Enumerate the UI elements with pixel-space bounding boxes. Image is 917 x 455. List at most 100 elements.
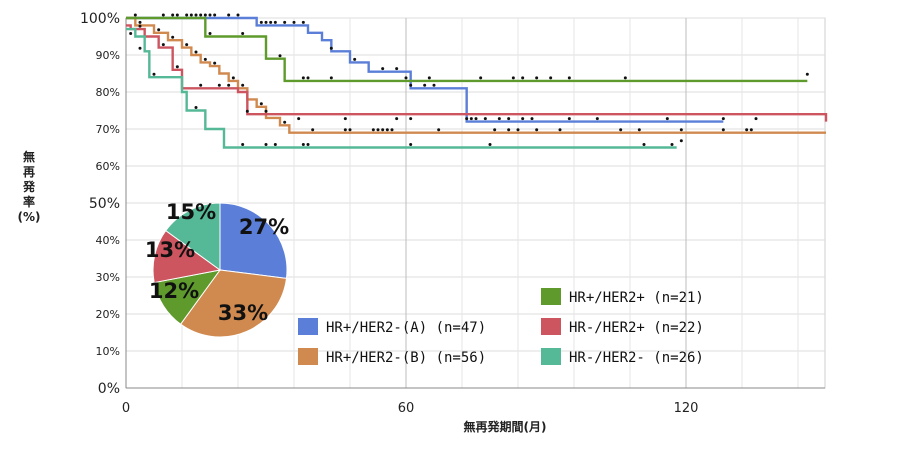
censor-mark bbox=[409, 83, 413, 87]
censor-mark bbox=[465, 117, 469, 121]
censor-mark bbox=[152, 72, 156, 76]
censor-mark bbox=[381, 128, 385, 132]
censor-mark bbox=[213, 61, 217, 65]
censor-mark bbox=[241, 32, 245, 35]
survival-curve bbox=[126, 27, 677, 149]
censor-mark bbox=[306, 76, 310, 80]
censor-mark bbox=[138, 46, 142, 50]
censor-mark bbox=[283, 20, 287, 24]
censor-mark bbox=[754, 117, 758, 121]
censor-mark bbox=[194, 50, 198, 54]
censor-mark bbox=[721, 117, 725, 121]
censor-mark bbox=[348, 128, 352, 132]
censor-mark bbox=[199, 83, 203, 87]
censor-mark bbox=[217, 83, 221, 87]
censor-mark bbox=[395, 117, 399, 121]
y-tick-label: 40% bbox=[96, 234, 120, 247]
censor-mark bbox=[381, 67, 385, 71]
censor-mark bbox=[264, 143, 268, 146]
censor-mark bbox=[259, 20, 263, 24]
y-tick-label: 90% bbox=[96, 49, 120, 62]
y-tick-label: 10% bbox=[96, 345, 120, 358]
censor-mark bbox=[385, 128, 389, 132]
censor-mark bbox=[189, 13, 193, 17]
censor-mark bbox=[395, 67, 399, 71]
censor-mark bbox=[530, 117, 534, 121]
censor-mark bbox=[521, 117, 525, 121]
censor-mark bbox=[171, 35, 175, 39]
censor-mark bbox=[161, 13, 165, 17]
survival-curve bbox=[126, 24, 828, 122]
censor-mark bbox=[507, 117, 511, 121]
censor-mark bbox=[595, 117, 599, 121]
x-tick-label: 120 bbox=[674, 401, 699, 416]
censor-mark bbox=[409, 117, 413, 121]
y-axis-label-char: 率 bbox=[22, 195, 35, 209]
censor-mark bbox=[409, 143, 413, 146]
censor-mark bbox=[194, 13, 198, 17]
censor-mark bbox=[558, 128, 562, 132]
censor-mark bbox=[549, 76, 553, 80]
censor-mark bbox=[283, 120, 287, 124]
pie-slice bbox=[219, 202, 288, 279]
pie-slice-label: 27% bbox=[239, 215, 289, 239]
censor-mark bbox=[521, 76, 525, 80]
x-tick-label: 0 bbox=[122, 401, 130, 416]
censor-mark bbox=[511, 76, 515, 80]
y-tick-label: 50% bbox=[89, 196, 120, 212]
censor-mark bbox=[507, 128, 511, 132]
censor-mark bbox=[437, 128, 441, 132]
censor-mark bbox=[679, 128, 683, 132]
censor-mark bbox=[343, 117, 347, 121]
legend-swatch bbox=[298, 348, 318, 365]
censor-mark bbox=[483, 117, 487, 121]
censor-mark bbox=[311, 128, 315, 132]
censor-mark bbox=[199, 13, 203, 17]
survival-curve bbox=[126, 16, 826, 134]
censor-mark bbox=[805, 72, 809, 76]
censor-mark bbox=[371, 128, 375, 132]
censor-mark bbox=[273, 20, 277, 24]
censor-mark bbox=[138, 24, 142, 28]
y-axis-label-char: (%) bbox=[17, 210, 41, 224]
y-axis-label-char: 発 bbox=[22, 180, 35, 194]
legend-label: HR-/HER2- (n=26) bbox=[569, 350, 704, 366]
censor-mark bbox=[535, 76, 539, 80]
censor-mark bbox=[679, 139, 683, 143]
censor-mark bbox=[474, 117, 478, 121]
censor-mark bbox=[567, 76, 571, 80]
censor-mark bbox=[301, 76, 305, 80]
y-tick-label: 60% bbox=[96, 160, 120, 173]
censor-mark bbox=[343, 128, 347, 132]
censor-mark bbox=[497, 117, 501, 121]
censor-mark bbox=[203, 57, 207, 61]
legend-swatch bbox=[541, 318, 561, 335]
censor-mark bbox=[301, 20, 305, 24]
censor-mark bbox=[161, 43, 165, 47]
survival-curve bbox=[126, 16, 808, 83]
pie-slice-label: 12% bbox=[149, 279, 199, 303]
censor-mark bbox=[185, 43, 189, 47]
survival-curve bbox=[126, 16, 724, 123]
legend-swatch bbox=[541, 288, 561, 305]
censor-mark bbox=[171, 13, 175, 17]
censor-mark bbox=[203, 13, 207, 17]
y-tick-label: 20% bbox=[96, 308, 120, 321]
legend-swatch bbox=[541, 348, 561, 365]
censor-mark bbox=[273, 143, 277, 146]
censor-mark bbox=[264, 20, 268, 24]
y-tick-label: 30% bbox=[96, 271, 120, 284]
censor-mark bbox=[269, 20, 273, 24]
censor-mark bbox=[133, 13, 137, 17]
y-tick-label: 0% bbox=[98, 381, 120, 397]
censor-mark bbox=[516, 128, 520, 132]
y-tick-label: 80% bbox=[96, 86, 120, 99]
censor-mark bbox=[157, 28, 161, 32]
legend-label: HR+/HER2-(B) (n=56) bbox=[326, 350, 486, 366]
censor-mark bbox=[241, 143, 245, 146]
censor-mark bbox=[208, 32, 212, 35]
censor-mark bbox=[236, 13, 240, 17]
censor-mark bbox=[469, 117, 473, 121]
censor-mark bbox=[665, 117, 669, 121]
